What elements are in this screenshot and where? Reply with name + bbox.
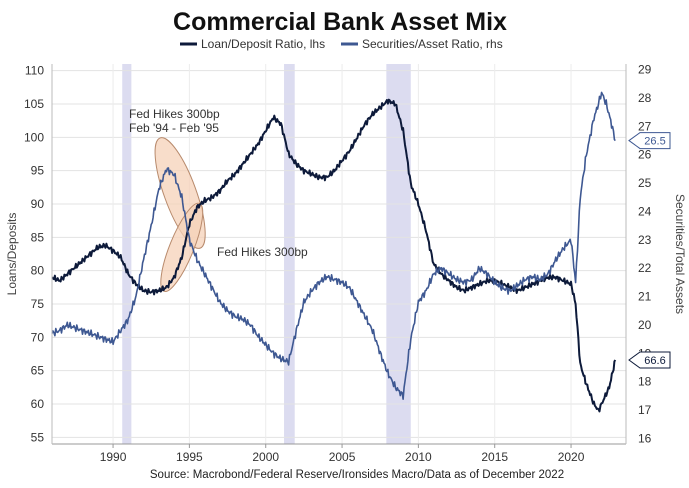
y-left-tick-70: 70 <box>31 330 45 344</box>
end-label-loan-deposit: 66.6 <box>628 351 671 369</box>
y-left-tick-90: 90 <box>31 197 45 211</box>
x-tick-1990: 1990 <box>100 450 127 464</box>
chart-title: Commercial Bank Asset Mix <box>173 8 507 36</box>
y-left-tick-60: 60 <box>31 397 45 411</box>
y-right-tick-27: 27 <box>638 119 652 133</box>
recession-band-2 <box>386 64 411 444</box>
y-left-tick-75: 75 <box>31 297 45 311</box>
x-tick-2010: 2010 <box>405 450 432 464</box>
y-right-axis-label: Securities/Total Assets <box>673 194 687 314</box>
y-left-tick-85: 85 <box>31 230 45 244</box>
y-left-axis-label: Loans/Deposits <box>5 213 19 296</box>
end-label-securities: 26.5 <box>628 132 671 150</box>
x-tick-2020: 2020 <box>558 450 585 464</box>
y-right-tick-17: 17 <box>638 403 652 417</box>
legend: Loan/Deposit Ratio, lhs Securities/Asset… <box>180 37 503 51</box>
recession-band-0 <box>122 64 132 444</box>
y-right-tick-28: 28 <box>638 91 652 105</box>
y-right-tick-26: 26 <box>638 148 652 162</box>
y-right-tick-29: 29 <box>638 63 652 77</box>
y-left-tick-95: 95 <box>31 164 45 178</box>
y-left-tick-65: 65 <box>31 364 45 378</box>
annotation-text-2: Fed Hikes 300bp <box>217 245 308 259</box>
annotation-text-1-line-0: Fed Hikes 300bp <box>129 107 220 121</box>
y-left-tick-110: 110 <box>25 64 44 78</box>
source-note: Source: Macrobond/Federal Reserve/Ironsi… <box>150 469 564 481</box>
legend-label-loan-deposit: Loan/Deposit Ratio, lhs <box>201 37 325 51</box>
y-left-tick-105: 105 <box>24 97 44 111</box>
y-right-tick-25: 25 <box>638 176 652 190</box>
y-left-tick-55: 55 <box>31 430 45 444</box>
x-tick-2015: 2015 <box>481 450 508 464</box>
recession-bands <box>122 64 411 444</box>
x-tick-1995: 1995 <box>176 450 203 464</box>
series-lines <box>51 91 617 413</box>
y-left-tick-80: 80 <box>31 264 45 278</box>
y-right-tick-22: 22 <box>638 261 652 275</box>
recession-band-1 <box>284 64 295 444</box>
gridlines <box>52 64 626 444</box>
y-right-tick-24: 24 <box>638 204 652 218</box>
y-right-tick-23: 23 <box>638 233 652 247</box>
end-label-text-securities: 26.5 <box>644 136 665 148</box>
annotation-text-1-line-1: Feb '94 - Feb '95 <box>129 121 219 135</box>
end-label-box-loan-deposit <box>628 351 671 369</box>
tick-labels: 5560657075808590951001051101617181920212… <box>24 63 652 464</box>
end-labels: 66.6 26.5 <box>628 132 671 369</box>
series-line-loan-deposit <box>51 98 617 413</box>
y-right-tick-20: 20 <box>638 318 652 332</box>
x-tick-2005: 2005 <box>329 450 356 464</box>
y-right-tick-18: 18 <box>638 375 652 389</box>
y-right-tick-16: 16 <box>638 431 652 445</box>
end-label-text-loan-deposit: 66.6 <box>644 355 665 367</box>
y-left-tick-100: 100 <box>24 130 44 144</box>
x-tick-2000: 2000 <box>252 450 279 464</box>
axes <box>51 64 627 445</box>
y-right-tick-21: 21 <box>638 290 652 304</box>
series-line-securities <box>51 91 616 400</box>
legend-label-securities: Securities/Asset Ratio, rhs <box>362 37 503 51</box>
annotation-ellipses <box>154 137 206 292</box>
end-label-box-securities <box>628 132 671 150</box>
